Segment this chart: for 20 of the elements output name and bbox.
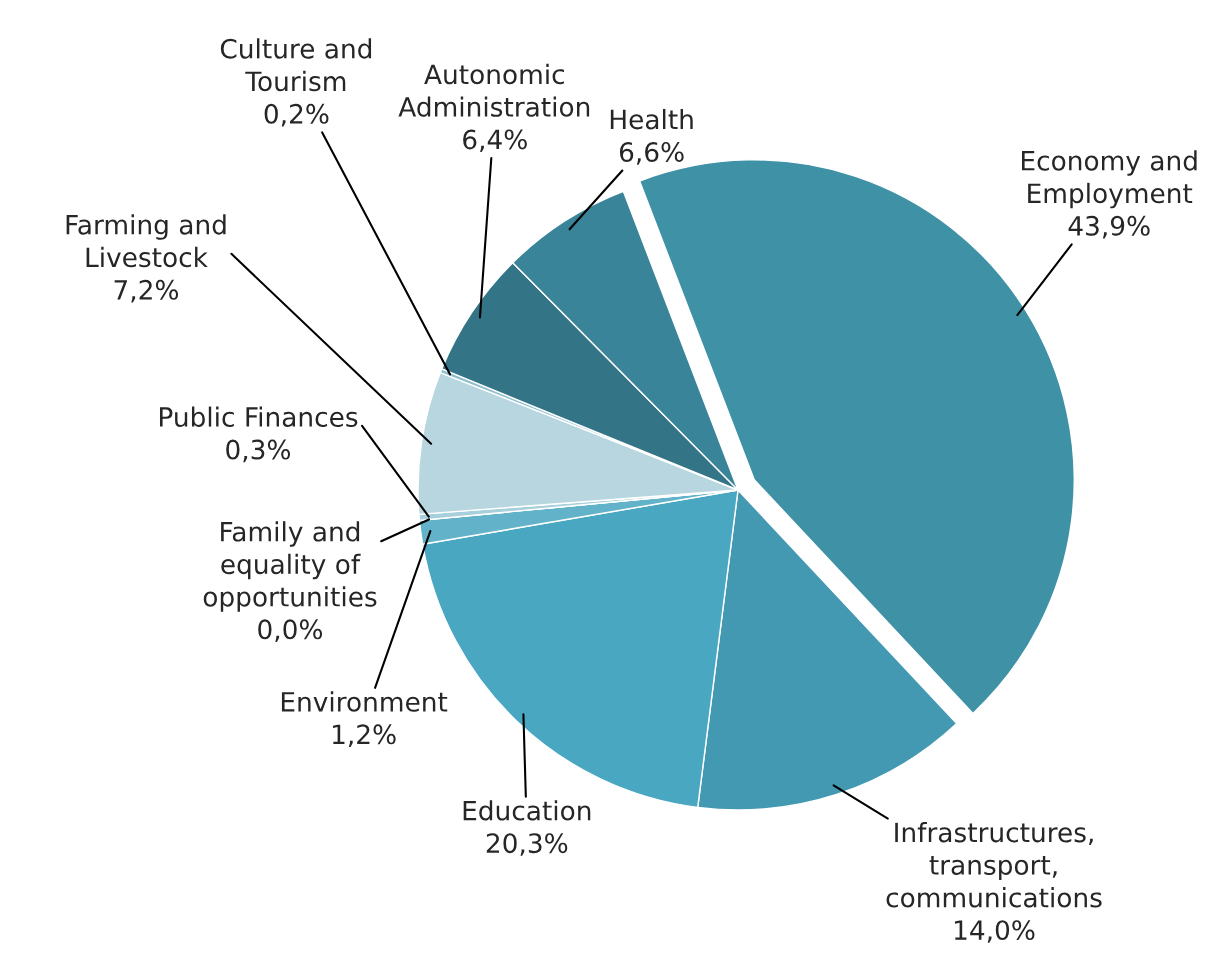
slice-label: Infrastructures, transport, communications: [886, 821, 1102, 908]
slice-label: Public Finances: [159, 406, 358, 427]
data-label: 6,4%: [463, 129, 527, 153]
slice-label: Environment: [281, 691, 448, 712]
slice-label: Culture and Tourism: [220, 38, 372, 92]
slice-label: Autonomic Administration: [398, 63, 590, 117]
data-label: 20,3%: [486, 833, 568, 856]
text: 0,0%: [258, 619, 323, 642]
slice-label: Farming and Livestock: [66, 214, 226, 268]
data-label: 0,3%: [226, 439, 291, 463]
slice-label: Economy and Employment: [1022, 150, 1197, 209]
legend-label: Family and equality of opportunities: [203, 521, 377, 612]
data-label: 7,2%: [114, 279, 179, 303]
data-label: 14,0%: [954, 920, 1035, 943]
data-label: 1,2%: [332, 724, 396, 748]
data-label: 0,2%: [264, 103, 329, 127]
slice-label: Health: [610, 108, 693, 130]
data-label: 43,9%: [1068, 215, 1150, 239]
data-label: 6,6%: [619, 141, 684, 165]
slice-label: Education: [463, 800, 591, 821]
